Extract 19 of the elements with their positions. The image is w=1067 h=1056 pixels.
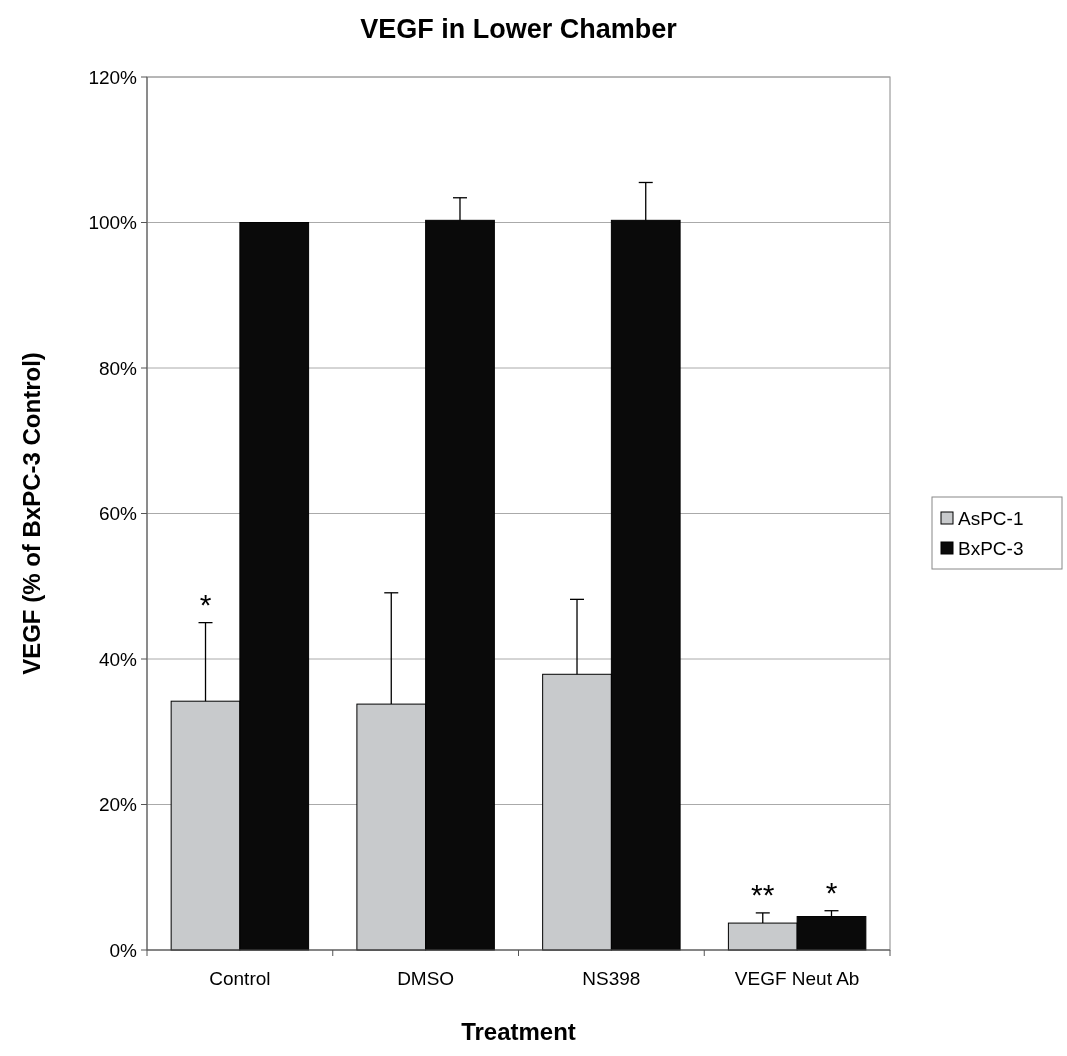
legend-label: BxPC-3 (958, 537, 1024, 559)
y-tick-label: 0% (109, 939, 138, 961)
y-tick-label: 60% (98, 503, 138, 525)
x-tick-label: DMSO (397, 968, 455, 989)
x-tick-label: NS398 (582, 968, 641, 989)
y-tick-label: 80% (98, 357, 138, 379)
y-axis-title: VEGF (% of BxPC-3 Control) (18, 352, 45, 675)
y-tick-label: 100% (88, 212, 138, 234)
x-axis-title: Treatment (461, 1018, 576, 1045)
legend-label: AsPC-1 (958, 507, 1024, 529)
annotation: * (825, 875, 838, 909)
y-tick-label: 20% (98, 794, 138, 816)
annotation: * (199, 587, 212, 621)
chart-title: VEGF in Lower Chamber (360, 14, 678, 44)
y-tick-label: 40% (98, 648, 138, 670)
x-tick-label: VEGF Neut Ab (734, 968, 860, 989)
x-tick-label: Control (209, 968, 271, 989)
y-tick-label: 120% (88, 66, 138, 88)
annotation: ** (751, 877, 775, 911)
